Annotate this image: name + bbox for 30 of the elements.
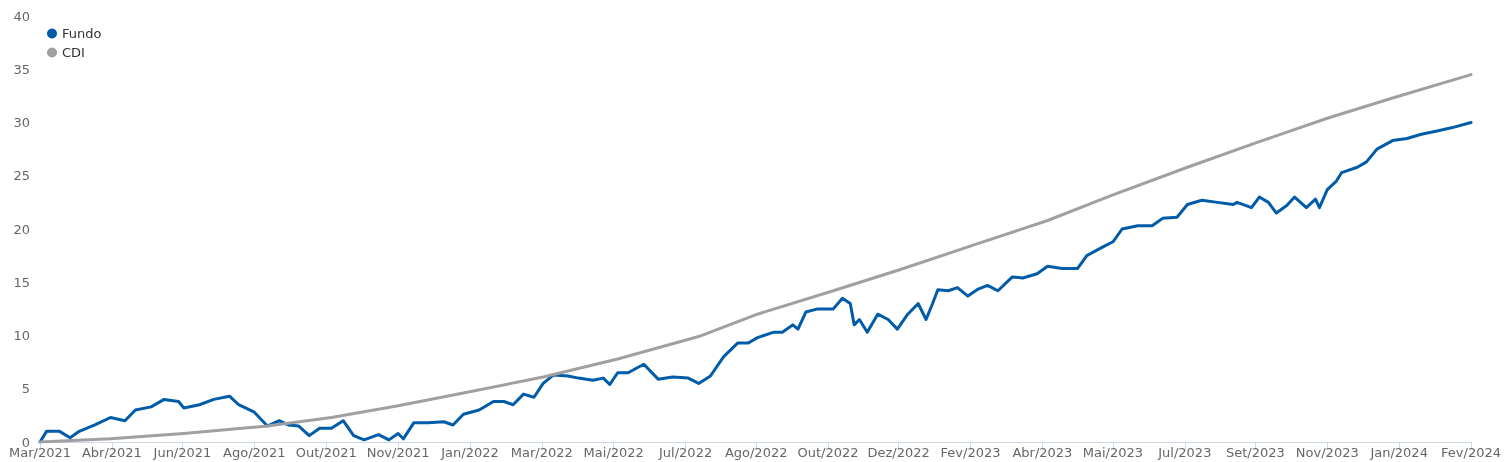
y-tick-label: 30 [13,115,30,130]
y-tick-label: 5 [21,381,30,397]
x-tick-label: Jul/2022 [658,445,713,460]
x-tick-label: Jul/2023 [1157,445,1212,460]
x-tick-label: Nov/2023 [1295,445,1359,460]
x-tick-label: Ago/2022 [724,445,788,460]
y-tick-label: 40 [13,8,30,24]
x-tick-label: Out/2021 [295,445,357,460]
x-tick-label: Set/2023 [1226,445,1285,460]
x-tick-label: Abr/2021 [81,445,142,460]
legend-label: CDI [62,45,85,60]
x-tick-label: Mai/2023 [1082,445,1144,460]
x-tick-label: Abr/2023 [1012,445,1073,460]
y-tick-label: 35 [13,61,30,77]
y-tick-label: 20 [13,221,30,237]
x-tick-label: Nov/2021 [366,445,430,460]
x-tick-label: Jun/2021 [152,445,212,460]
x-tick-label: Fev/2024 [1441,445,1501,460]
legend-label: Fundo [62,26,102,41]
x-tick-label: Ago/2021 [223,445,286,460]
x-tick-label: Out/2022 [797,445,859,460]
x-tick-label: Jan/2024 [1369,445,1428,460]
y-tick-label: 10 [13,328,30,343]
y-tick-label: 15 [13,274,30,290]
x-tick-label: Dez/2022 [867,445,930,460]
x-tick-label: Mai/2022 [583,445,644,460]
x-tick-label: Fev/2023 [940,445,1001,460]
x-tick-label: Jan/2022 [440,445,499,460]
y-tick-label: 25 [13,168,30,184]
x-tick-label: Mar/2022 [510,445,573,460]
